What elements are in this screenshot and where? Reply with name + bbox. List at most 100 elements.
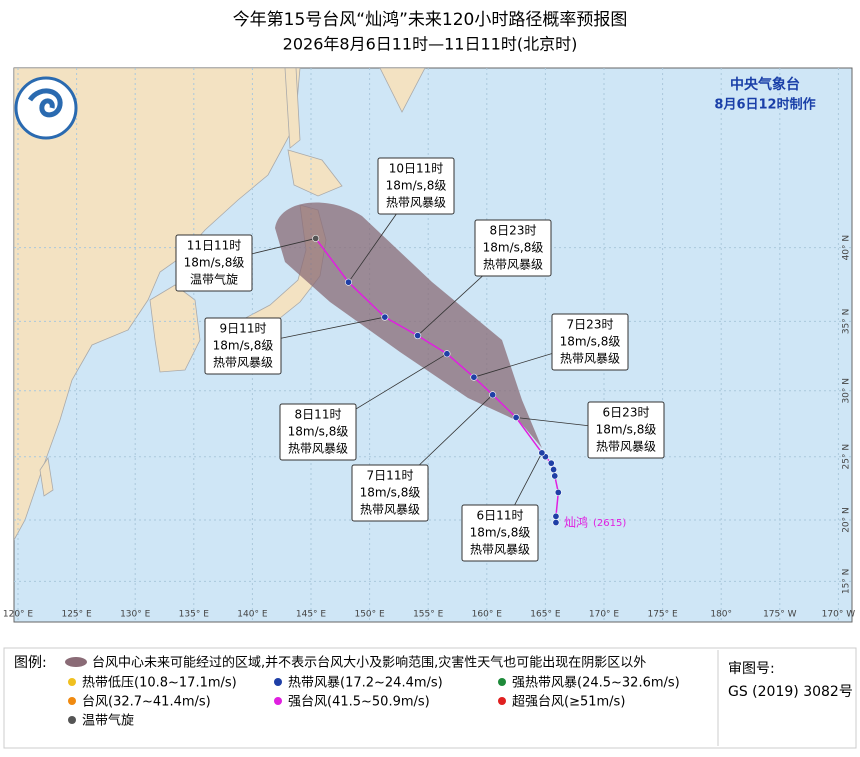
- legend-label: 温带气旋: [82, 713, 134, 729]
- legend-swatch: [68, 697, 76, 705]
- track-point: [552, 512, 560, 520]
- legend-swatch: [68, 716, 76, 724]
- callout-level: 温带气旋: [190, 272, 238, 287]
- track-point: [489, 391, 497, 399]
- lon-label: 160° E: [472, 610, 503, 620]
- storm-code: (2615): [593, 518, 626, 529]
- lon-label: 170° E: [589, 610, 620, 620]
- legend-cone-swatch: [65, 657, 87, 667]
- callout-level: 热带风暴级: [560, 352, 620, 366]
- callout-box: [175, 234, 253, 292]
- callout-speed: 18m/s,8级: [470, 526, 531, 540]
- callout-time: 8日23时: [490, 224, 537, 238]
- title: 今年第15号台风“灿鸿”未来120小时路径概率预报图: [233, 10, 628, 30]
- callout-time: 10日11时: [389, 162, 444, 176]
- callout-speed: 18m/s,8级: [360, 486, 421, 500]
- lat-label: 35° N: [842, 309, 852, 335]
- track-line: [315, 238, 560, 523]
- track-point: [538, 449, 546, 457]
- legend-title: 图例:: [14, 655, 47, 671]
- callout-level: 热带风暴级: [288, 442, 348, 456]
- track-point: [547, 459, 555, 467]
- lon-label: 150° E: [354, 610, 385, 620]
- lon-label: 135° E: [179, 610, 210, 620]
- callout-speed: 18m/s,8级: [288, 425, 349, 439]
- legend-label: 强热带风暴(24.5~32.6m/s): [512, 676, 680, 691]
- callout-box: [279, 403, 357, 461]
- callout-speed: 18m/s,8级: [386, 179, 447, 193]
- callout-box: [351, 464, 429, 522]
- callout-time: 8日11时: [295, 408, 342, 422]
- callout-time: 9日11时: [220, 322, 267, 336]
- probability-cone: [275, 202, 542, 448]
- legend-swatch: [498, 678, 506, 686]
- issued: 8月6日12时制作: [714, 97, 815, 113]
- lon-label: 130° E: [120, 610, 151, 620]
- callout-level: 热带风暴级: [360, 503, 420, 517]
- lat-label: 40° N: [842, 235, 852, 261]
- track-point: [345, 278, 353, 286]
- track-point: [414, 332, 422, 340]
- track-point: [512, 414, 520, 422]
- legend-swatch: [498, 697, 506, 705]
- lat-label: 15° N: [842, 569, 852, 595]
- legend-label: 台风(32.7~41.4m/s): [82, 695, 211, 710]
- legend-label: 强台风(41.5~50.9m/s): [288, 695, 430, 710]
- lon-label: 175° W: [763, 610, 797, 620]
- callout-speed: 18m/s,8级: [483, 241, 544, 255]
- callout-time: 7日11时: [367, 469, 414, 483]
- callout-box: [587, 401, 665, 459]
- callout-speed: 18m/s,8级: [184, 256, 245, 270]
- storm-name: 灿鸿: [564, 516, 588, 530]
- subtitle: 2026年8月6日11时—11日11时(北京时): [283, 35, 578, 54]
- callout-box: [377, 157, 455, 215]
- legend-box: [3, 647, 857, 749]
- legend-label: 热带风暴(17.2~24.4m/s): [288, 676, 443, 691]
- lon-label: 165° E: [530, 610, 561, 620]
- callout-time: 6日23时: [603, 406, 650, 420]
- track-point: [550, 466, 558, 474]
- legend-label: 超强台风(≥51m/s): [512, 695, 625, 710]
- callout-time: 6日11时: [477, 509, 524, 523]
- logo: [14, 76, 78, 140]
- callout-level: 热带风暴级: [470, 543, 530, 557]
- lat-label: 25° N: [842, 444, 852, 470]
- callout-time: 11日11时: [187, 239, 242, 253]
- callout-level: 热带风暴级: [213, 356, 273, 370]
- callout-speed: 18m/s,8级: [213, 339, 274, 353]
- callout-speed: 18m/s,8级: [596, 423, 657, 437]
- lat-label: 30° N: [842, 378, 852, 404]
- track-point: [312, 234, 320, 242]
- track-point: [443, 350, 451, 358]
- callout-box: [551, 313, 629, 371]
- callout-level: 热带风暴级: [596, 440, 656, 454]
- callout-box: [204, 317, 282, 375]
- callout-level: 热带风暴级: [483, 258, 543, 272]
- track-point: [381, 313, 389, 321]
- legend-label: 热带低压(10.8~17.1m/s): [82, 676, 237, 691]
- agency: 中央气象台: [730, 76, 800, 93]
- lon-label: 175° E: [647, 610, 678, 620]
- legend-swatch: [68, 678, 76, 686]
- lon-label: 120° E: [3, 610, 34, 620]
- track-point: [551, 472, 559, 480]
- legend-swatch: [274, 697, 282, 705]
- lon-label: 180°: [710, 610, 732, 620]
- callout-box: [461, 504, 539, 562]
- track-point: [552, 519, 560, 527]
- review-number: GS (2019) 3082号: [728, 684, 853, 700]
- lon-label: 170° W: [822, 610, 856, 620]
- callout-time: 7日23时: [567, 318, 614, 332]
- track-point: [470, 373, 478, 381]
- lon-label: 145° E: [296, 610, 327, 620]
- lat-label: 20° N: [842, 507, 852, 533]
- callout-level: 热带风暴级: [386, 196, 446, 210]
- legend-cone: 台风中心未来可能经过的区域,并不表示台风大小及影响范围,灾害性天气也可能出现在阴…: [92, 655, 646, 671]
- review-label: 审图号:: [728, 661, 775, 677]
- lon-label: 140° E: [237, 610, 268, 620]
- legend-swatch: [274, 678, 282, 686]
- lon-label: 155° E: [413, 610, 444, 620]
- lon-label: 125° E: [61, 610, 92, 620]
- callout-speed: 18m/s,8级: [560, 335, 621, 349]
